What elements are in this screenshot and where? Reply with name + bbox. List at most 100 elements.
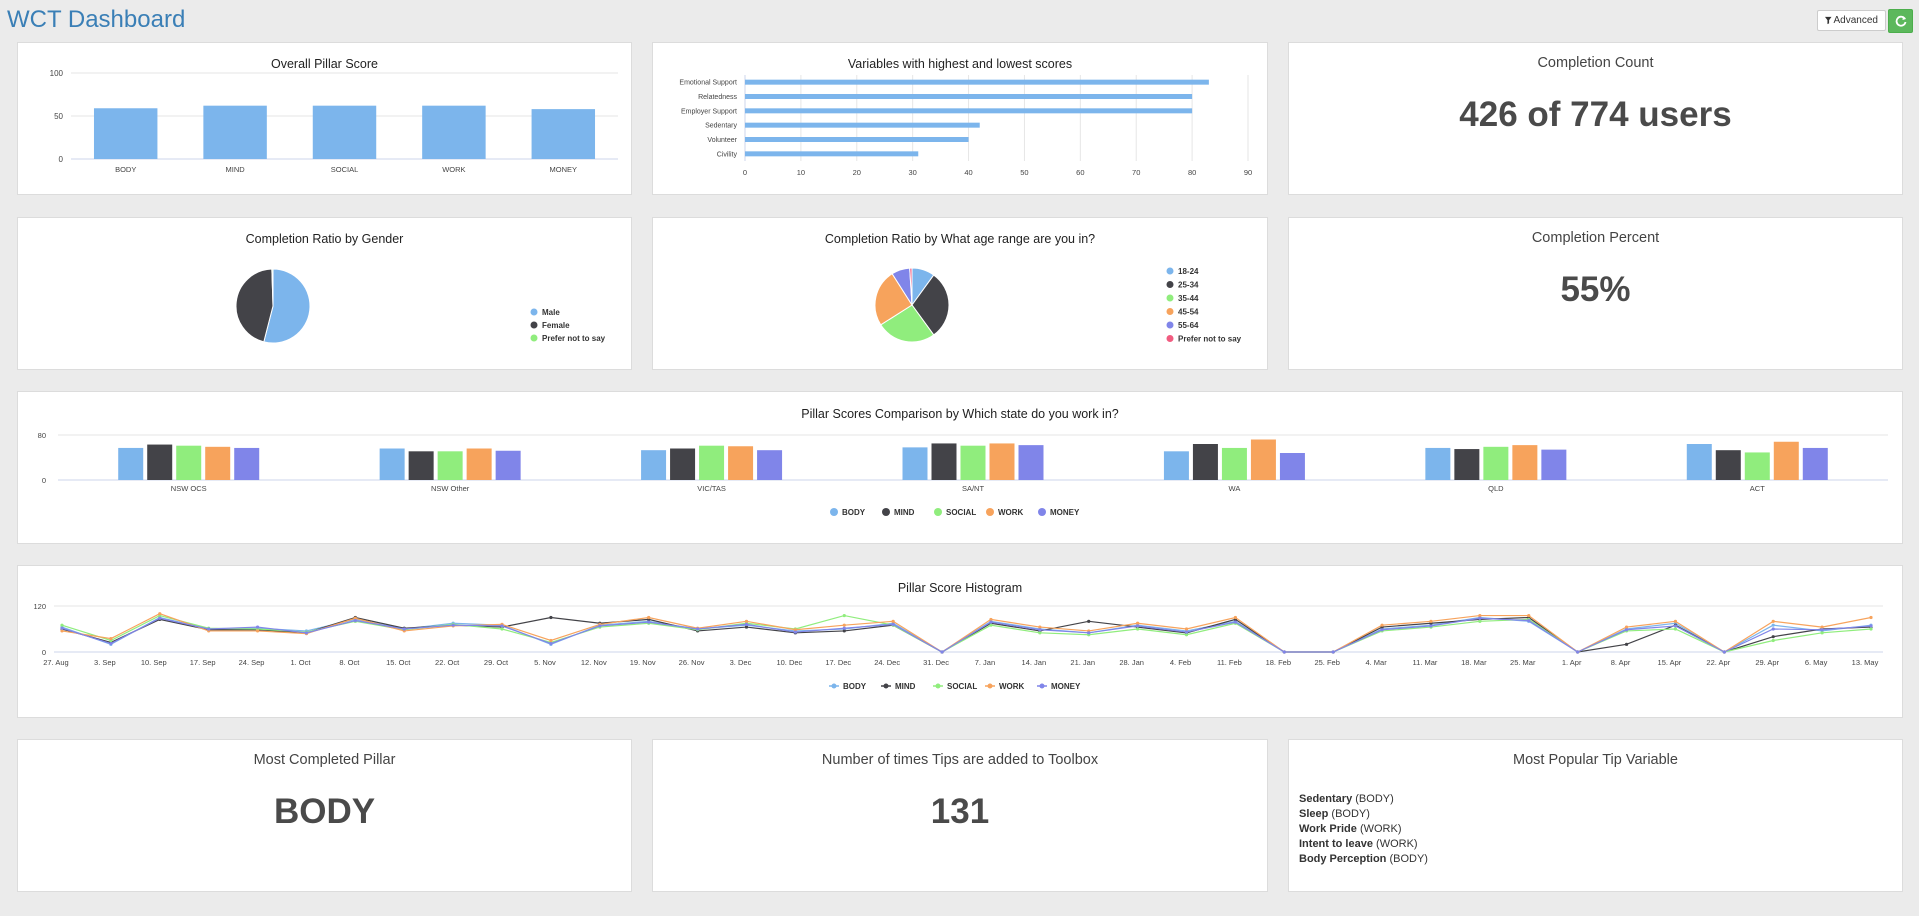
page-title: WCT Dashboard (7, 6, 186, 33)
overall-pillar-chart: 0 50 100 BODY MIND SOCIAL WORK MONEY (50, 69, 618, 174)
data-point (1038, 631, 1042, 635)
tips-count-title: Number of times Tips are added to Toolbo… (821, 752, 1099, 768)
bar (1483, 446, 1509, 480)
tip-item: Intent to leave (WORK) (1299, 838, 1418, 850)
data-point (255, 625, 260, 629)
variables-panel: Variables with highest and lowest scores… (652, 42, 1268, 195)
data-point (1429, 619, 1433, 623)
data-point (1038, 625, 1042, 629)
tip-item: Body Perception (BODY) (1299, 853, 1428, 865)
x-tick-label: 17. Dec (825, 658, 851, 667)
bar (379, 448, 405, 480)
advanced-label: Advanced (1833, 15, 1878, 26)
refresh-button[interactable] (1888, 9, 1913, 33)
state-panel: Pillar Scores Comparison by Which state … (17, 391, 1903, 544)
legend-marker (1039, 683, 1045, 689)
data-point (793, 628, 797, 632)
x-tick-label: 0 (743, 168, 747, 177)
data-point (109, 636, 113, 641)
pie-slice (874, 273, 913, 326)
data-point (1624, 642, 1629, 646)
histogram-title: Pillar Score Histogram (897, 581, 1023, 595)
data-point (1771, 623, 1775, 627)
data-point (109, 641, 113, 646)
data-point (1624, 628, 1629, 632)
legend-marker (1166, 267, 1174, 275)
x-tick-label: 15. Apr (1658, 658, 1682, 667)
y-tick-label: 0 (42, 648, 46, 657)
data-point (500, 627, 504, 631)
bar (312, 105, 377, 159)
data-point (1673, 627, 1678, 631)
legend-marker (935, 683, 941, 689)
tip-item: Sedentary (BODY) (1299, 793, 1394, 805)
data-point (891, 619, 895, 623)
bar (1802, 447, 1828, 480)
x-tick-label: 3. Dec (730, 658, 752, 667)
legend-marker (1038, 508, 1046, 516)
data-point (842, 626, 846, 630)
bar (1221, 447, 1247, 480)
bar (960, 445, 986, 480)
y-tick-label: 0 (42, 476, 46, 485)
legend-marker (1166, 308, 1174, 315)
data-point (1869, 624, 1873, 628)
bar (757, 450, 783, 480)
data-point (207, 627, 211, 631)
data-point (647, 620, 651, 624)
bar (745, 122, 980, 128)
y-tick-label: 80 (38, 431, 46, 440)
data-point (1576, 650, 1580, 654)
legend-label: 18-24 (1178, 267, 1199, 276)
bar (205, 446, 231, 480)
x-tick-label: 25. Feb (1314, 658, 1339, 667)
y-tick-label: 100 (50, 69, 64, 78)
pie-slice (911, 274, 950, 336)
histogram-line-chart: 0 120 27. Aug 3. Sep 10. Sep 17. Sep 24. Sep 1.… (33, 602, 1883, 691)
data-point (1771, 635, 1775, 639)
x-tick-label: VIC/TAS (697, 484, 726, 493)
legend-label: 35-44 (1178, 294, 1199, 303)
x-tick-label: 11. Mar (1413, 658, 1438, 667)
data-point (842, 623, 846, 627)
overall-pillar-panel: Overall Pillar Score 0 50 100 BODY MIND SOCIA… (17, 42, 632, 195)
completion-count-value: 426 of 774 users (1459, 95, 1732, 134)
bar (902, 447, 928, 480)
legend-marker (1166, 294, 1174, 302)
data-point (842, 613, 846, 618)
x-tick-label: 15. Oct (386, 658, 411, 667)
data-point (549, 615, 553, 620)
x-tick-label: MIND (226, 165, 246, 174)
data-point (647, 615, 651, 620)
x-tick-label: BODY (115, 165, 136, 174)
data-point (598, 624, 602, 628)
pie-slice (909, 267, 913, 306)
data-point (60, 623, 64, 627)
data-point (158, 616, 162, 620)
bar (1279, 453, 1305, 480)
data-point (500, 624, 504, 628)
data-point (891, 622, 895, 626)
bar (641, 450, 667, 480)
data-point (1038, 628, 1042, 632)
x-tick-label: 50 (1020, 168, 1028, 177)
data-point (1233, 620, 1238, 624)
legend-marker (934, 508, 942, 516)
gender-panel: Completion Ratio by Gender Male Female Pre… (17, 217, 632, 370)
x-tick-label: MONEY (550, 165, 578, 174)
advanced-button[interactable]: Advanced (1817, 10, 1886, 31)
age-title: Completion Ratio by What age range are y… (824, 232, 1096, 246)
age-panel: Completion Ratio by What age range are y… (652, 217, 1268, 370)
x-tick-label: 28. Jan (1119, 658, 1144, 667)
legend-label: BODY (843, 682, 867, 691)
data-point (744, 625, 749, 629)
data-point (1331, 650, 1335, 654)
legend-label: Male (542, 308, 560, 317)
x-tick-label: 18. Feb (1266, 658, 1291, 667)
bar (1773, 441, 1799, 480)
age-pie-chart: 18-24 25-34 35-44 45-54 55-64 Prefer not to s… (874, 267, 1242, 344)
data-point (158, 612, 162, 616)
legend-marker (830, 508, 838, 516)
x-tick-label: 29. Apr (1755, 658, 1779, 667)
completion-count-panel: Completion Count 426 of 774 users (1288, 42, 1903, 195)
